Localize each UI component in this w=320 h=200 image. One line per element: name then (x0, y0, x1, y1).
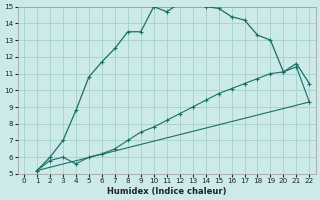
X-axis label: Humidex (Indice chaleur): Humidex (Indice chaleur) (107, 187, 227, 196)
